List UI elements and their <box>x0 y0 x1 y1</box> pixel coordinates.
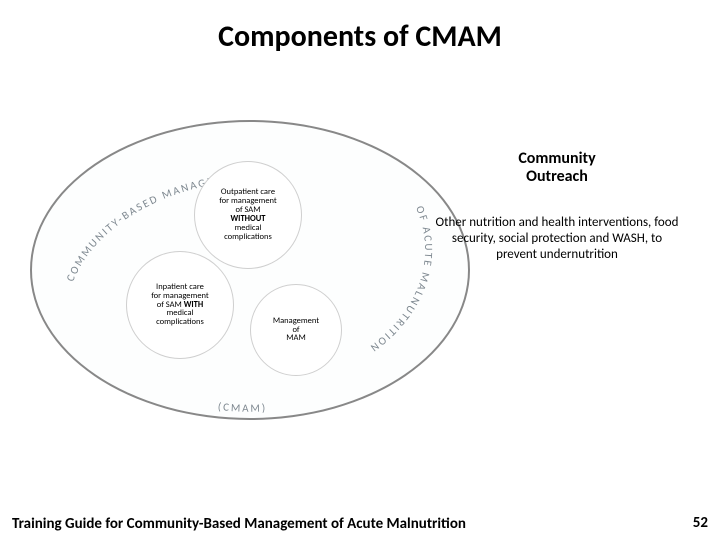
circle-outpatient-text: Outpatient care for management of SAM WI… <box>219 188 277 242</box>
circle-mam-text: Management of MAM <box>273 317 319 344</box>
footer: Training Guide for Community-Based Manag… <box>12 514 708 532</box>
svg-text:(CMAM): (CMAM) <box>217 400 267 415</box>
circle-inpatient-text: Inpatient care for management of SAM WIT… <box>151 283 209 328</box>
arc-abbr: (CMAM) <box>217 400 267 415</box>
right-paragraph: Other nutrition and health interventions… <box>432 215 682 264</box>
circle-mam: Management of MAM <box>250 284 342 376</box>
circle-inpatient: Inpatient care for management of SAM WIT… <box>126 251 234 359</box>
right-text-block: CommunityOutreach Other nutrition and he… <box>432 150 682 264</box>
circle-outpatient: Outpatient care for management of SAM WI… <box>194 161 302 269</box>
page-number: 52 <box>693 514 708 532</box>
svg-text:OF ACUTE MALNUTRITION: OF ACUTE MALNUTRITION <box>367 204 436 355</box>
arc-text-svg: COMMUNITY-BASED MANAGEMENT OF ACUTE MALN… <box>0 0 720 540</box>
community-outreach-header: CommunityOutreach <box>432 150 682 187</box>
arc-lower: OF ACUTE MALNUTRITION <box>367 204 436 355</box>
footer-text: Training Guide for Community-Based Manag… <box>12 516 466 533</box>
